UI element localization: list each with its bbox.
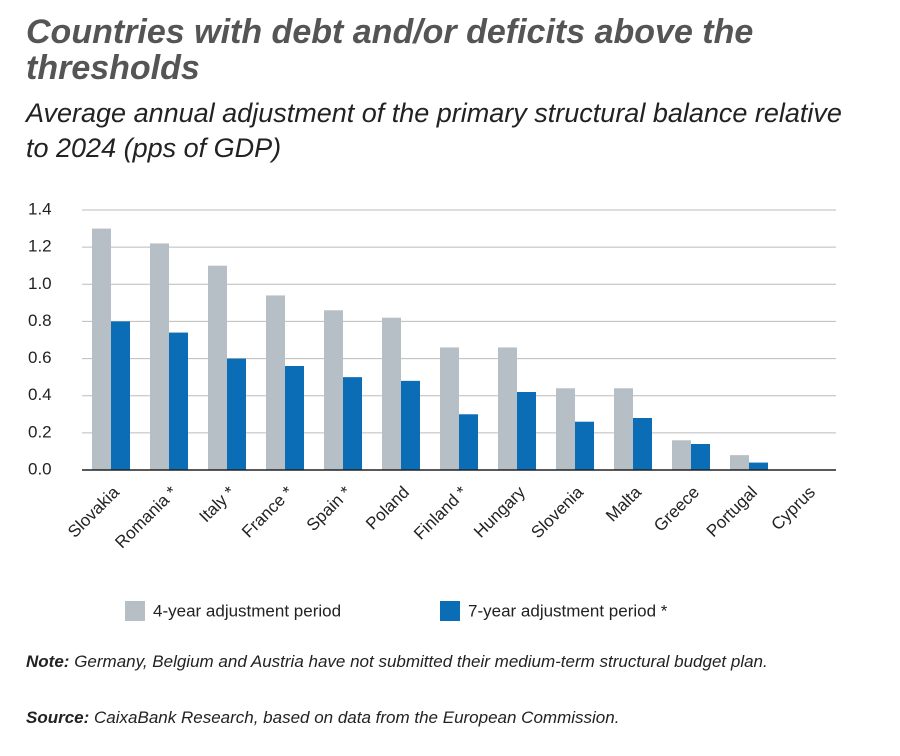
bar — [633, 418, 652, 470]
y-tick-label: 1.4 — [28, 199, 52, 218]
bar — [382, 317, 401, 470]
legend-swatch — [125, 601, 145, 621]
y-tick-label: 0.8 — [28, 311, 52, 330]
bar — [517, 392, 536, 470]
bar — [285, 366, 304, 470]
bar — [169, 332, 188, 470]
y-tick-label: 0.4 — [28, 385, 52, 404]
legend-swatch — [440, 601, 460, 621]
x-tick-label: France * — [238, 482, 297, 541]
bar — [575, 421, 594, 470]
bar — [401, 380, 420, 470]
source-text: CaixaBank Research, based on data from t… — [94, 708, 620, 727]
x-tick-label: Spain * — [303, 482, 355, 534]
chart-title: Countries with debt and/or deficits abov… — [26, 13, 754, 87]
x-tick-label: Finland * — [410, 482, 471, 543]
bar — [672, 440, 691, 470]
bar — [111, 321, 130, 470]
bar — [92, 228, 111, 470]
x-tick-label: Portugal — [703, 483, 761, 541]
bar — [730, 455, 749, 470]
bar — [227, 358, 246, 470]
bar — [556, 388, 575, 470]
y-tick-label: 0.0 — [28, 459, 52, 478]
chart-subtitle: Average annual adjustment of the primary… — [26, 98, 842, 163]
bar — [691, 444, 710, 470]
y-tick-label: 1.2 — [28, 237, 52, 256]
x-tick-label: Slovenia — [527, 482, 587, 542]
y-tick-label: 1.0 — [28, 274, 52, 293]
x-tick-label: Slovakia — [64, 482, 123, 541]
bar — [343, 377, 362, 470]
y-tick-label: 0.2 — [28, 422, 52, 441]
bar — [749, 462, 768, 470]
x-tick-label: Romania * — [111, 482, 181, 552]
x-tick-label: Greece — [650, 483, 703, 536]
bar — [324, 310, 343, 470]
x-tick-label: Malta — [602, 482, 645, 525]
x-tick-label: Hungary — [470, 482, 529, 541]
bar — [266, 295, 285, 470]
bar — [498, 347, 517, 470]
bar — [208, 265, 227, 470]
note: Note: Germany, Belgium and Austria have … — [26, 650, 826, 674]
source-label: Source: — [26, 708, 90, 727]
x-tick-label: Italy * — [195, 482, 239, 526]
x-tick-label: Cyprus — [767, 483, 819, 535]
note-label: Note: — [26, 652, 70, 671]
legend-label: 4-year adjustment period — [153, 601, 341, 620]
bar — [440, 347, 459, 470]
bar — [614, 388, 633, 470]
x-tick-label: Poland — [362, 483, 413, 534]
legend-label: 7-year adjustment period * — [468, 601, 668, 620]
y-tick-label: 0.6 — [28, 348, 52, 367]
bar — [459, 414, 478, 470]
source: Source: CaixaBank Research, based on dat… — [26, 706, 826, 730]
note-text: Germany, Belgium and Austria have not su… — [74, 652, 768, 671]
bar — [150, 243, 169, 470]
